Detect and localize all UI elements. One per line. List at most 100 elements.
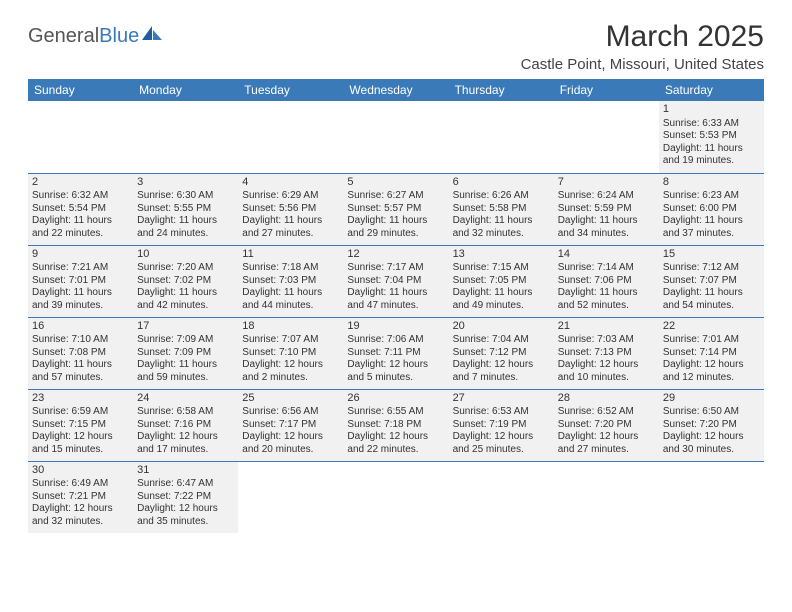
- daylight-text: Daylight: 11 hours: [663, 143, 760, 156]
- daylight-text: and 24 minutes.: [137, 228, 234, 241]
- sunset-text: Sunset: 7:15 PM: [32, 419, 129, 432]
- day-number: 29: [663, 392, 760, 406]
- sunset-text: Sunset: 6:00 PM: [663, 203, 760, 216]
- daylight-text: Daylight: 11 hours: [137, 359, 234, 372]
- daylight-text: Daylight: 11 hours: [137, 287, 234, 300]
- sunrise-text: Sunrise: 6:53 AM: [453, 406, 550, 419]
- calendar-week-row: 9Sunrise: 7:21 AMSunset: 7:01 PMDaylight…: [28, 245, 764, 317]
- daylight-text: and 57 minutes.: [32, 372, 129, 385]
- daylight-text: Daylight: 12 hours: [137, 431, 234, 444]
- daylight-text: and 30 minutes.: [663, 444, 760, 457]
- daylight-text: Daylight: 12 hours: [347, 431, 444, 444]
- calendar-empty-cell: [238, 101, 343, 173]
- logo: GeneralBlue: [28, 20, 164, 48]
- calendar-day-cell: 31Sunrise: 6:47 AMSunset: 7:22 PMDayligh…: [133, 461, 238, 533]
- day-number: 14: [558, 248, 655, 262]
- day-header: Saturday: [659, 79, 764, 101]
- daylight-text: Daylight: 11 hours: [663, 215, 760, 228]
- day-number: 7: [558, 176, 655, 190]
- sunrise-text: Sunrise: 6:32 AM: [32, 190, 129, 203]
- calendar-week-row: 16Sunrise: 7:10 AMSunset: 7:08 PMDayligh…: [28, 317, 764, 389]
- sunrise-text: Sunrise: 7:09 AM: [137, 334, 234, 347]
- calendar-day-cell: 16Sunrise: 7:10 AMSunset: 7:08 PMDayligh…: [28, 317, 133, 389]
- sunrise-text: Sunrise: 6:27 AM: [347, 190, 444, 203]
- day-number: 23: [32, 392, 129, 406]
- calendar-week-row: 2Sunrise: 6:32 AMSunset: 5:54 PMDaylight…: [28, 173, 764, 245]
- sunset-text: Sunset: 7:17 PM: [242, 419, 339, 432]
- daylight-text: Daylight: 12 hours: [32, 431, 129, 444]
- sunset-text: Sunset: 5:58 PM: [453, 203, 550, 216]
- day-number: 13: [453, 248, 550, 262]
- daylight-text: Daylight: 11 hours: [347, 215, 444, 228]
- day-number: 11: [242, 248, 339, 262]
- sunset-text: Sunset: 7:06 PM: [558, 275, 655, 288]
- sail-icon: [142, 24, 164, 48]
- daylight-text: and 34 minutes.: [558, 228, 655, 241]
- daylight-text: and 27 minutes.: [242, 228, 339, 241]
- sunrise-text: Sunrise: 6:58 AM: [137, 406, 234, 419]
- sunset-text: Sunset: 7:22 PM: [137, 491, 234, 504]
- sunset-text: Sunset: 7:20 PM: [558, 419, 655, 432]
- daylight-text: and 59 minutes.: [137, 372, 234, 385]
- sunrise-text: Sunrise: 6:23 AM: [663, 190, 760, 203]
- sunrise-text: Sunrise: 6:52 AM: [558, 406, 655, 419]
- day-number: 26: [347, 392, 444, 406]
- daylight-text: and 25 minutes.: [453, 444, 550, 457]
- day-number: 6: [453, 176, 550, 190]
- daylight-text: Daylight: 12 hours: [32, 503, 129, 516]
- sunrise-text: Sunrise: 7:15 AM: [453, 262, 550, 275]
- sunrise-text: Sunrise: 6:24 AM: [558, 190, 655, 203]
- daylight-text: and 49 minutes.: [453, 300, 550, 313]
- calendar-day-cell: 12Sunrise: 7:17 AMSunset: 7:04 PMDayligh…: [343, 245, 448, 317]
- daylight-text: and 52 minutes.: [558, 300, 655, 313]
- calendar-day-cell: 19Sunrise: 7:06 AMSunset: 7:11 PMDayligh…: [343, 317, 448, 389]
- daylight-text: and 37 minutes.: [663, 228, 760, 241]
- sunrise-text: Sunrise: 7:18 AM: [242, 262, 339, 275]
- sunrise-text: Sunrise: 7:03 AM: [558, 334, 655, 347]
- calendar-empty-cell: [343, 101, 448, 173]
- sunset-text: Sunset: 7:18 PM: [347, 419, 444, 432]
- calendar-week-row: 1Sunrise: 6:33 AMSunset: 5:53 PMDaylight…: [28, 101, 764, 173]
- daylight-text: Daylight: 12 hours: [137, 503, 234, 516]
- daylight-text: and 42 minutes.: [137, 300, 234, 313]
- calendar-day-cell: 17Sunrise: 7:09 AMSunset: 7:09 PMDayligh…: [133, 317, 238, 389]
- daylight-text: and 10 minutes.: [558, 372, 655, 385]
- daylight-text: and 12 minutes.: [663, 372, 760, 385]
- logo-text-accent: Blue: [99, 25, 139, 48]
- daylight-text: and 22 minutes.: [347, 444, 444, 457]
- calendar-day-cell: 20Sunrise: 7:04 AMSunset: 7:12 PMDayligh…: [449, 317, 554, 389]
- sunrise-text: Sunrise: 7:04 AM: [453, 334, 550, 347]
- logo-text-main: General: [28, 25, 99, 48]
- daylight-text: Daylight: 12 hours: [453, 359, 550, 372]
- day-number: 16: [32, 320, 129, 334]
- sunset-text: Sunset: 7:03 PM: [242, 275, 339, 288]
- sunset-text: Sunset: 7:09 PM: [137, 347, 234, 360]
- calendar-day-cell: 28Sunrise: 6:52 AMSunset: 7:20 PMDayligh…: [554, 389, 659, 461]
- calendar-table: SundayMondayTuesdayWednesdayThursdayFrid…: [28, 79, 764, 533]
- day-number: 27: [453, 392, 550, 406]
- daylight-text: and 22 minutes.: [32, 228, 129, 241]
- daylight-text: Daylight: 12 hours: [558, 431, 655, 444]
- day-number: 12: [347, 248, 444, 262]
- daylight-text: Daylight: 12 hours: [558, 359, 655, 372]
- daylight-text: and 17 minutes.: [137, 444, 234, 457]
- calendar-week-row: 30Sunrise: 6:49 AMSunset: 7:21 PMDayligh…: [28, 461, 764, 533]
- daylight-text: and 44 minutes.: [242, 300, 339, 313]
- daylight-text: and 32 minutes.: [453, 228, 550, 241]
- day-header: Thursday: [449, 79, 554, 101]
- calendar-empty-cell: [554, 461, 659, 533]
- daylight-text: and 27 minutes.: [558, 444, 655, 457]
- day-number: 20: [453, 320, 550, 334]
- daylight-text: and 19 minutes.: [663, 155, 760, 168]
- calendar-empty-cell: [28, 101, 133, 173]
- location: Castle Point, Missouri, United States: [521, 56, 764, 73]
- calendar-empty-cell: [554, 101, 659, 173]
- sunset-text: Sunset: 5:56 PM: [242, 203, 339, 216]
- daylight-text: Daylight: 12 hours: [347, 359, 444, 372]
- daylight-text: Daylight: 11 hours: [32, 215, 129, 228]
- day-number: 5: [347, 176, 444, 190]
- daylight-text: and 2 minutes.: [242, 372, 339, 385]
- sunrise-text: Sunrise: 6:49 AM: [32, 478, 129, 491]
- calendar-day-cell: 3Sunrise: 6:30 AMSunset: 5:55 PMDaylight…: [133, 173, 238, 245]
- daylight-text: Daylight: 11 hours: [558, 215, 655, 228]
